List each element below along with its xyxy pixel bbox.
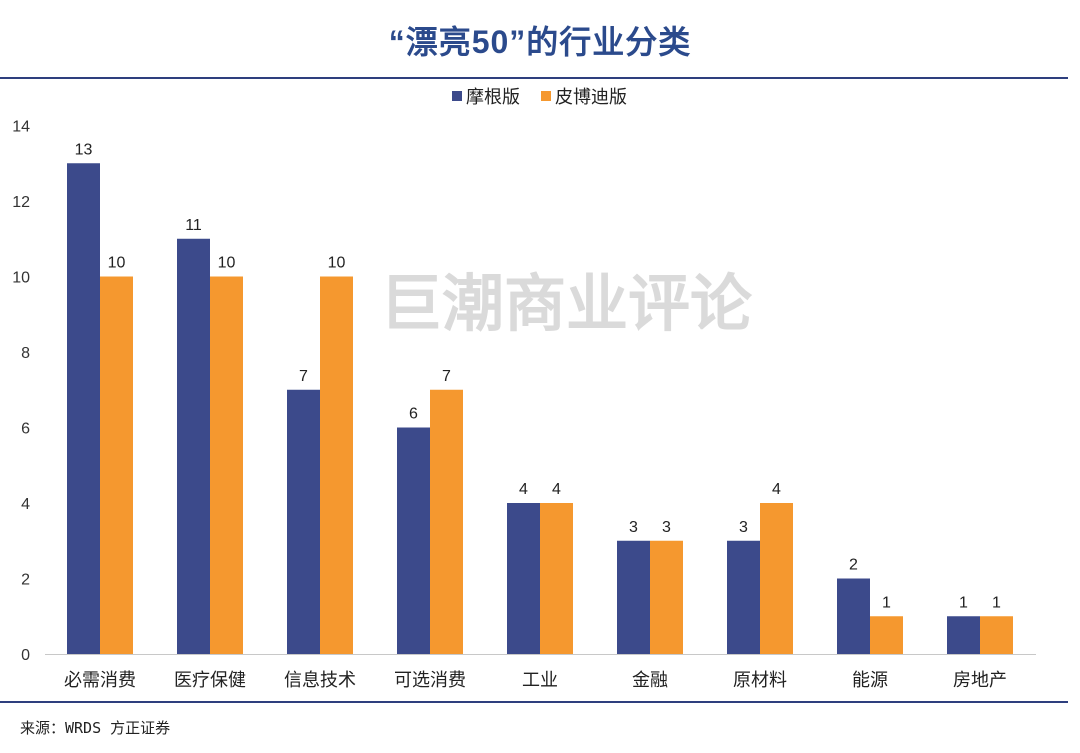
legend-label-series0: 摩根版 — [466, 87, 520, 107]
data-label-series0-cat8: 1 — [959, 594, 968, 611]
watermark: 巨潮商业评论 — [379, 270, 752, 339]
source-note: 来源：WRDS 方正证券 — [20, 719, 171, 737]
x-tick-label-2: 信息技术 — [284, 670, 356, 690]
bar-series1-cat5 — [650, 540, 683, 654]
data-label-series1-cat2: 10 — [328, 255, 346, 272]
y-tick-label-0: 0 — [21, 647, 30, 664]
bar-series0-cat6 — [727, 540, 760, 654]
y-tick-label-4: 8 — [21, 345, 30, 362]
bar-series0-cat7 — [837, 578, 870, 654]
bar-series0-cat8 — [947, 616, 980, 654]
bar-series1-cat1 — [210, 276, 243, 654]
data-label-series1-cat4: 4 — [552, 481, 561, 498]
legend-swatch-series1 — [541, 91, 551, 101]
bar-series1-cat8 — [980, 616, 1013, 654]
legend-label-series1: 皮博迪版 — [555, 87, 627, 107]
data-label-series1-cat0: 10 — [108, 255, 126, 272]
chart-title: “漂亮50”的行业分类 — [388, 24, 692, 60]
source-divider — [0, 701, 1068, 703]
bar-series1-cat2 — [320, 276, 353, 654]
data-label-series1-cat5: 3 — [662, 519, 671, 536]
y-tick-label-2: 4 — [21, 496, 30, 513]
bar-series1-cat6 — [760, 503, 793, 654]
x-tick-label-5: 金融 — [632, 670, 668, 690]
bar-series0-cat5 — [617, 540, 650, 654]
bar-series1-cat4 — [540, 503, 573, 654]
x-tick-label-4: 工业 — [522, 670, 558, 690]
x-tick-label-8: 房地产 — [953, 670, 1007, 690]
bar-series0-cat1 — [177, 238, 210, 654]
data-label-series1-cat6: 4 — [772, 481, 781, 498]
bar-series0-cat3 — [397, 427, 430, 654]
data-label-series1-cat8: 1 — [992, 594, 1001, 611]
data-label-series0-cat2: 7 — [299, 368, 308, 385]
data-label-series0-cat7: 2 — [849, 557, 858, 574]
legend-swatch-series0 — [452, 91, 462, 101]
data-label-series0-cat4: 4 — [519, 481, 528, 498]
data-label-series0-cat1: 11 — [185, 217, 202, 234]
title-divider — [0, 77, 1068, 79]
data-label-series0-cat0: 13 — [75, 141, 93, 158]
bar-series1-cat0 — [100, 276, 133, 654]
data-label-series0-cat6: 3 — [739, 519, 748, 536]
x-tick-label-0: 必需消费 — [64, 670, 136, 690]
bar-series0-cat2 — [287, 389, 320, 654]
x-tick-label-6: 原材料 — [733, 670, 787, 690]
x-tick-label-3: 可选消费 — [394, 670, 466, 690]
x-tick-label-1: 医疗保健 — [174, 670, 246, 690]
bar-series1-cat3 — [430, 389, 463, 654]
data-label-series0-cat5: 3 — [629, 519, 638, 536]
y-tick-label-6: 12 — [12, 194, 30, 211]
data-label-series1-cat1: 10 — [218, 255, 236, 272]
y-tick-label-3: 6 — [21, 421, 30, 438]
y-tick-label-7: 14 — [12, 119, 30, 136]
data-label-series1-cat3: 7 — [442, 368, 451, 385]
bar-series0-cat4 — [507, 503, 540, 654]
x-tick-label-7: 能源 — [852, 670, 888, 690]
y-tick-label-1: 2 — [21, 572, 30, 589]
data-label-series1-cat7: 1 — [882, 594, 891, 611]
bar-series0-cat0 — [67, 163, 100, 654]
bar-series1-cat7 — [870, 616, 903, 654]
y-tick-label-5: 10 — [12, 270, 30, 287]
data-label-series0-cat3: 6 — [409, 406, 418, 423]
